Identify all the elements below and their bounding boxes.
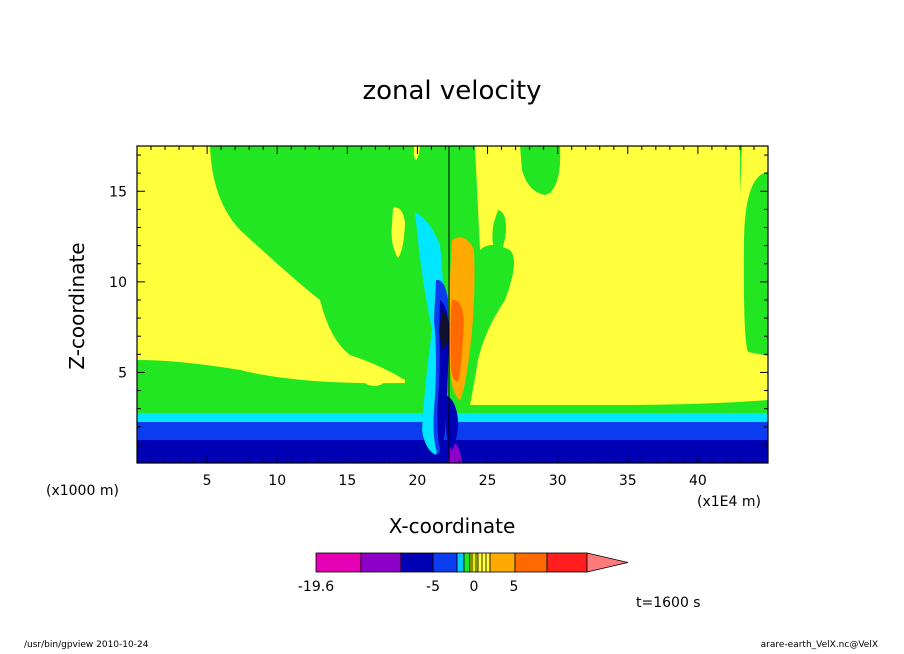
axis-ticks: 5 10 15 20 25 30 35 40 5 10 15 (109, 146, 768, 489)
colorbar-segment (456, 552, 465, 573)
x-tick-label: 20 (409, 473, 427, 489)
x-tick-label: 10 (268, 473, 286, 489)
x-tick-label: 25 (479, 473, 497, 489)
region-yellow-blob-2 (413, 146, 420, 160)
region-yellow-left-blob (360, 366, 388, 386)
colorbar-segment (514, 552, 548, 573)
region-yellow-right-upper (515, 146, 740, 340)
y-unit-label: (x1000 m) (46, 483, 119, 499)
colorbar-segment (489, 552, 516, 573)
y-tick-label: 15 (109, 184, 127, 200)
colorbar-arrow (586, 552, 629, 573)
region-yellow-blob-1 (391, 207, 405, 258)
colorbar-tick-label: -5 (426, 579, 440, 595)
region-green-top-right (520, 146, 561, 195)
y-tick-label: 5 (118, 365, 127, 381)
jet-orange2 (450, 299, 464, 382)
region-green-blob (492, 210, 507, 255)
footer-command: /usr/bin/gpview 2010-10-24 (24, 640, 149, 650)
colorbar-segment (463, 552, 471, 573)
colorbar: -19.6 -5 0 5 (298, 552, 629, 595)
colorbar-tick-label: 5 (510, 579, 519, 595)
region-yellow-left (137, 146, 405, 384)
colorbar-tick-label: 0 (470, 579, 479, 595)
x-tick-label: 15 (338, 473, 356, 489)
chart-title: zonal velocity (362, 76, 542, 106)
colorbar-segment (400, 552, 434, 573)
plot-frame (136, 145, 769, 464)
colorbar-segment (469, 552, 479, 573)
x-unit-label: (x1E4 m) (697, 494, 761, 510)
x-tick-label: 5 (203, 473, 212, 489)
footer-source: arare-earth_VelX.nc@VelX (760, 640, 878, 650)
x-tick-label: 40 (689, 473, 707, 489)
x-tick-label: 30 (549, 473, 567, 489)
x-axis-label: X-coordinate (388, 514, 516, 538)
region-green-top-left (340, 146, 380, 192)
jet-black-core (439, 310, 449, 350)
colorbar-tick-label: -19.6 (298, 579, 334, 595)
time-label: t=1600 s (636, 595, 701, 611)
colorbar-segment (546, 552, 588, 573)
contour-field (137, 146, 768, 463)
colorbar-segment (477, 552, 491, 573)
colorbar-segment (432, 552, 458, 573)
colorbar-segment (360, 552, 402, 573)
x-tick-label: 35 (619, 473, 637, 489)
colorbar-segment (315, 552, 362, 573)
y-tick-label: 10 (109, 275, 127, 291)
